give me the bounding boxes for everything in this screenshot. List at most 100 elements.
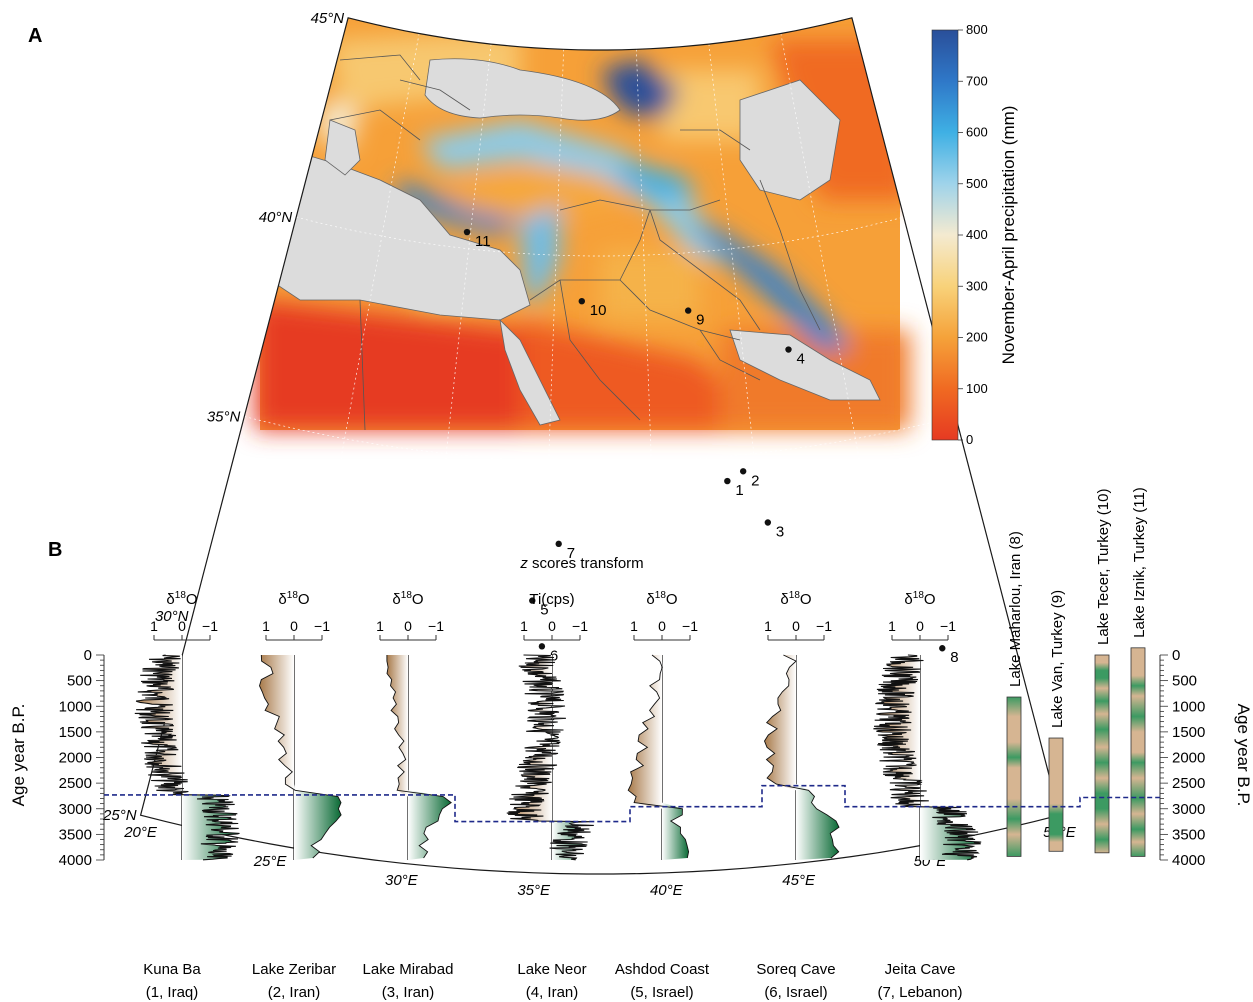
site-number: 9: [696, 312, 704, 329]
colorbar-tick-label: 100: [966, 381, 988, 396]
proxy-label: Ti(cps): [529, 591, 574, 608]
lat-label: 30°N: [155, 608, 189, 625]
z-tick-label: 1: [630, 618, 638, 634]
z-tick-label: 1: [888, 618, 896, 634]
graticule-lon-line: [401, 44, 492, 864]
z-tick-label: 0: [290, 618, 298, 634]
record-location: (6, Israel): [764, 984, 827, 1001]
record-location: (1, Iraq): [146, 984, 199, 1001]
record-jeita-cave: δ18O 1 0 −1 Jeita Cave (7, Lebanon): [873, 590, 982, 1001]
record-soreq-cave: δ18O 1 0 −1 Soreq Cave (6, Israel): [756, 590, 840, 1001]
left-age-axis: 0 500 1000 1500 2000 2500 3000 3500 4000: [59, 647, 105, 869]
z-tick-label: 1: [150, 618, 158, 634]
z-tick-label: −1: [816, 618, 832, 634]
z-tick-label: −1: [314, 618, 330, 634]
z-tick-label: 1: [376, 618, 384, 634]
lake-bar-rect: [1006, 696, 1022, 857]
site-dot: [724, 477, 731, 485]
record-line: [259, 654, 342, 859]
record-kuna-ba: δ18O 1 0 −1 Kuna Ba (1, Iraq): [134, 590, 240, 1001]
graticule-lon-line: [269, 33, 420, 844]
age-tick-label: 0: [84, 647, 92, 664]
z-tick-label: 0: [916, 618, 924, 634]
graticule-lon-line: [533, 49, 564, 873]
lon-label: 40°E: [650, 882, 684, 899]
site-dot: [739, 468, 747, 475]
record-name: Lake Neor: [517, 961, 586, 978]
lat-label: 35°N: [207, 408, 241, 425]
proxy-label: δ18O: [646, 590, 677, 608]
lake-bar: Lake Tecer, Turkey (10): [1094, 489, 1112, 854]
record-lake-neor: Ti(cps)1 0 −1 Lake Neor (4, Iran): [506, 591, 594, 1001]
record-line: [627, 654, 690, 859]
z-tick-label: 0: [178, 618, 186, 634]
colorbar-tick-label: 300: [966, 278, 988, 293]
record-lake-zeribar: δ18O 1 0 −1 Lake Zeribar (2, Iran): [252, 590, 342, 1001]
age-tick-label: 2500: [59, 775, 92, 792]
site-number: 8: [950, 649, 958, 666]
graticule-lat-line: [296, 216, 904, 257]
site-dot: [555, 540, 562, 548]
lat-label: 40°N: [259, 209, 293, 226]
z-scores-title: z scores transform: [519, 555, 643, 572]
proxy-label: δ18O: [278, 590, 309, 608]
site-dot: [939, 645, 946, 652]
dry-area: [386, 655, 408, 860]
age-tick-label: 4000: [1172, 852, 1205, 869]
wet-area: [796, 655, 839, 860]
wet-area: [294, 655, 342, 860]
lake-bar-label: Lake Maharlou, Iran (8): [1007, 531, 1024, 687]
colorbar-label: November-April precipitation (mm): [999, 106, 1018, 365]
age-tick-label: 4000: [59, 852, 92, 869]
site-number: 4: [796, 351, 804, 368]
record-name: Jeita Cave: [885, 961, 956, 978]
z-tick-label: 0: [792, 618, 800, 634]
left-axis-title: Age year B.P.: [9, 704, 28, 807]
dry-area: [764, 655, 796, 860]
record-line: [873, 654, 982, 861]
precipitation-map: 45°N 40°N 35°N 30°N 25°N 20°E 25°E 30°E 35°E 40°…: [102, 10, 1077, 899]
age-tick-label: 2500: [1172, 775, 1205, 792]
site-dot: [764, 519, 772, 526]
age-tick-label: 1500: [59, 724, 92, 741]
site-dot: [538, 643, 546, 650]
lake-bar: Lake Van, Turkey (9): [1048, 590, 1066, 852]
sea-areas: [261, 58, 881, 426]
age-tick-label: 0: [1172, 647, 1180, 664]
age-tick-label: 3000: [1172, 801, 1205, 818]
wet-area: [920, 655, 982, 860]
colorbar-ticks: 0 100 200 300 400 500 600 700 800: [958, 22, 988, 447]
site-number: 11: [475, 233, 491, 250]
record-line: [134, 654, 240, 861]
colorbar-tick-label: 800: [966, 22, 988, 37]
lake-bar-rect: [1130, 647, 1146, 857]
z-tick-label: −1: [940, 618, 956, 634]
site-number: 3: [776, 524, 784, 541]
record-line: [506, 654, 594, 861]
record-location: (5, Israel): [630, 984, 693, 1001]
lake-bar-label: Lake Tecer, Turkey (10): [1095, 489, 1112, 645]
proxy-label: δ18O: [166, 590, 197, 608]
colorbar-tick-label: 500: [966, 176, 988, 191]
proxy-label: δ18O: [392, 590, 423, 608]
site-dot: [529, 597, 536, 604]
lake-bar: Lake Iznik, Turkey (11): [1130, 487, 1148, 857]
dry-area: [259, 655, 294, 860]
lake-bar: Lake Maharlou, Iran (8): [1006, 531, 1024, 857]
record-lake-mirabad: δ18O 1 0 −1 Lake Mirabad (3, Iran): [363, 590, 454, 1001]
site-number: 5: [540, 602, 548, 619]
z-tick-label: 0: [548, 618, 556, 634]
age-tick-label: 500: [67, 673, 92, 690]
dry-area: [873, 655, 920, 860]
latitude-labels: 45°N 40°N 35°N 30°N 25°N: [102, 10, 344, 824]
lon-label: 20°E: [123, 824, 158, 841]
site-number: 6: [550, 647, 558, 664]
z-tick-label: −1: [682, 618, 698, 634]
record-location: (7, Lebanon): [877, 984, 962, 1001]
record-ashdod-coast: δ18O 1 0 −1 Ashdod Coast (5, Israel): [615, 590, 710, 1001]
z-tick-label: −1: [572, 618, 588, 634]
site-dot: [463, 228, 471, 236]
colorbar-tick-label: 200: [966, 330, 988, 345]
lat-label: 45°N: [311, 10, 345, 27]
